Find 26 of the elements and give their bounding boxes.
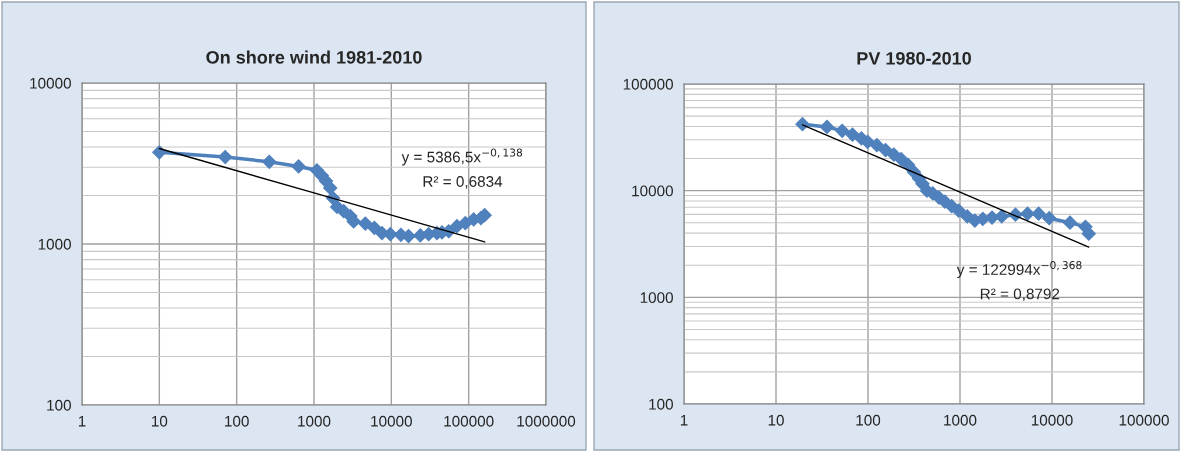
x-tick-label: 1000 [298,415,331,427]
x-tick-label: 10000 [371,415,412,427]
chart-title: On shore wind 1981-2010 [206,50,422,64]
annotation: R² = 0,8792 [980,288,1060,302]
chart-title: PV 1980-2010 [857,51,971,65]
x-tick-label: 1000000 [517,415,576,427]
x-tick-label: 10000 [1031,414,1073,426]
x-tick-label: 10 [152,415,168,427]
annotation: y = 5386,5x$^{−0,138}$ [401,148,523,166]
x-tick-label: 100 [225,415,249,427]
annotation: R² = 0,6834 [423,176,503,189]
x-tick-label: 100000 [444,415,494,427]
x-tick-label: 1 [78,415,86,427]
y-tick-label: 1000 [38,238,71,250]
y-tick-label: 100000 [623,78,673,90]
x-tick-label: 100000 [1119,414,1169,426]
x-tick-label: 10 [768,414,784,426]
y-tick-label: 100 [649,398,673,410]
y-tick-label: 10000 [30,77,71,89]
annotation: y = 122994x$^{−0,368}$ [956,261,1082,278]
y-tick-label: 10000 [632,185,673,197]
y-tick-label: 100 [47,399,71,411]
x-tick-label: 100 [856,414,881,426]
y-tick-label: 1000 [640,292,673,304]
x-tick-label: 1 [680,414,688,426]
x-tick-label: 1000 [944,414,977,426]
